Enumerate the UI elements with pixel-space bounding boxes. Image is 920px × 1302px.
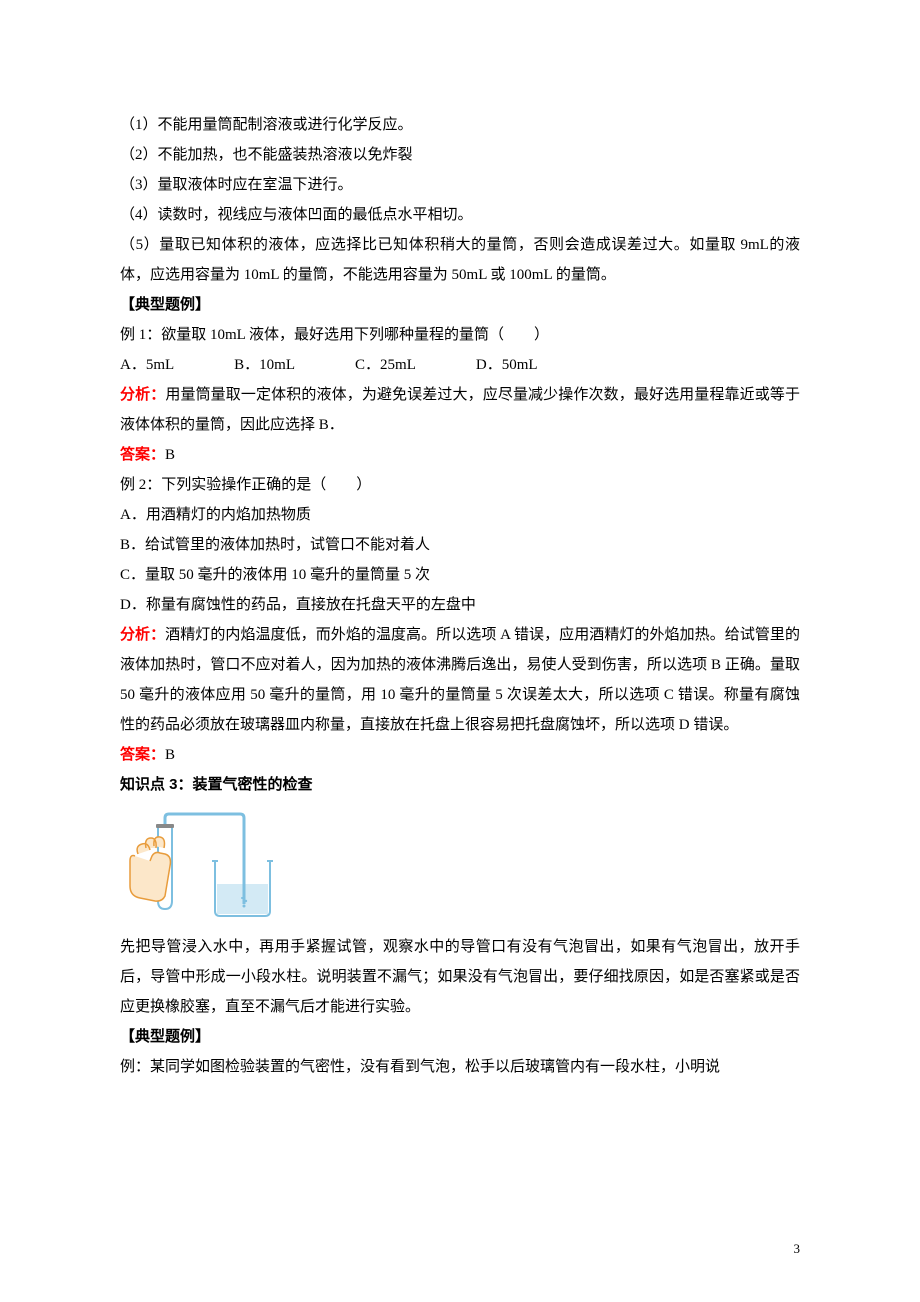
answer-label: 答案： [120,446,165,463]
list-item-2: （2）不能加热，也不能盛装热溶液以免炸裂 [120,140,800,170]
analysis-text: 酒精灯的内焰温度低，而外焰的温度高。所以选项 A 错误，应用酒精灯的外焰加热。给… [120,627,800,733]
example-1-analysis: 分析：用量筒量取一定体积的液体，为避免误差过大，应尽量减少操作次数，最好选用量程… [120,380,800,440]
example-2-option-c: C．量取 50 毫升的液体用 10 毫升的量筒量 5 次 [120,560,800,590]
list-item-1: （1）不能用量筒配制溶液或进行化学反应。 [120,110,800,140]
section-heading-examples-1: 【典型题例】 [120,290,800,320]
answer-label: 答案： [120,746,165,763]
list-item-4: （4）读数时，视线应与液体凹面的最低点水平相切。 [120,200,800,230]
page-number: 3 [794,1236,801,1262]
example-2-option-b: B．给试管里的液体加热时，试管口不能对着人 [120,530,800,560]
airtightness-check-figure [120,806,800,926]
answer-text: B [165,447,175,463]
analysis-label: 分析： [120,386,165,403]
knowledge-point-3-heading: 知识点 3：装置气密性的检查 [120,770,800,800]
example-1-question: 例 1：欲量取 10mL 液体，最好选用下列哪种量程的量筒（ ） [120,320,800,350]
example-3-question: 例：某同学如图检验装置的气密性，没有看到气泡，松手以后玻璃管内有一段水柱，小明说 [120,1052,800,1082]
example-2-analysis: 分析：酒精灯的内焰温度低，而外焰的温度高。所以选项 A 错误，应用酒精灯的外焰加… [120,620,800,740]
example-1-answer: 答案：B [120,440,800,470]
option-b: B．10mL [234,350,295,380]
list-item-3: （3）量取液体时应在室温下进行。 [120,170,800,200]
option-a: A．5mL [120,350,174,380]
example-2-option-a: A．用酒精灯的内焰加热物质 [120,500,800,530]
analysis-label: 分析： [120,626,165,643]
list-item-5: （5）量取已知体积的液体，应选择比已知体积稍大的量筒，否则会造成误差过大。如量取… [120,230,800,290]
knowledge-point-3-text: 先把导管浸入水中，再用手紧握试管，观察水中的导管口有没有气泡冒出，如果有气泡冒出… [120,932,800,1022]
example-2-option-d: D．称量有腐蚀性的药品，直接放在托盘天平的左盘中 [120,590,800,620]
example-1-options: A．5mL B．10mL C．25mL D．50mL [120,350,800,380]
section-heading-examples-2: 【典型题例】 [120,1022,800,1052]
example-2-answer: 答案：B [120,740,800,770]
option-c: C．25mL [355,350,416,380]
option-d: D．50mL [476,350,538,380]
apparatus-diagram-icon [120,806,280,926]
answer-text: B [165,747,175,763]
document-page: （1）不能用量筒配制溶液或进行化学反应。 （2）不能加热，也不能盛装热溶液以免炸… [0,0,920,1302]
analysis-text: 用量筒量取一定体积的液体，为避免误差过大，应尽量减少操作次数，最好选用量程靠近或… [120,387,800,433]
example-2-question: 例 2：下列实验操作正确的是（ ） [120,470,800,500]
